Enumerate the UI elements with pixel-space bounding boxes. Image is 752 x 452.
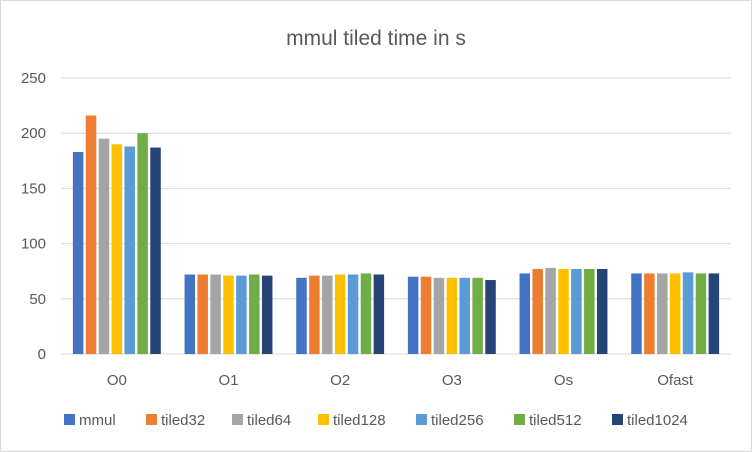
bar-tiled512-O0 [137, 133, 148, 354]
legend-swatch-tiled128 [318, 414, 329, 425]
bar-mmul-Os [519, 273, 531, 354]
bar-tiled1024-Os [596, 268, 608, 354]
legend-label-tiled256: tiled256 [431, 412, 484, 429]
legend-label-tiled512: tiled512 [529, 412, 582, 429]
bar-tiled1024-O0 [150, 147, 161, 354]
x-tick-label-O0: O0 [107, 372, 127, 389]
bar-tiled32-Os [532, 268, 543, 354]
legend-swatch-tiled256 [416, 414, 427, 425]
y-axis-ticks: 0 50 100 150 200 250 [21, 70, 46, 363]
bar-tiled512-O2 [360, 273, 372, 354]
bar-tiled128-Os [558, 268, 569, 354]
x-tick-label-Os: Os [554, 372, 573, 389]
bar-tiled256-O3 [459, 277, 470, 354]
legend-label-tiled32: tiled32 [161, 412, 205, 429]
bar-tiled256-O1 [236, 275, 247, 354]
bar-tiled64-O0 [98, 138, 110, 354]
bar-mmul-O1 [184, 274, 196, 354]
bar-tiled512-O1 [249, 274, 260, 354]
bar-tiled64-O2 [322, 275, 333, 354]
bar-tiled512-Ofast [695, 273, 707, 354]
bar-tiled32-O0 [85, 115, 97, 354]
legend-swatch-tiled1024 [612, 414, 623, 425]
bar-tiled32-Ofast [644, 273, 655, 354]
bar-tiled256-O2 [347, 274, 359, 354]
bar-tiled32-O1 [197, 274, 208, 354]
x-tick-label-O1: O1 [218, 372, 238, 389]
y-tick-label: 200 [21, 125, 46, 142]
bar-tiled64-O3 [433, 277, 445, 354]
bar-tiled512-Os [584, 268, 595, 354]
bar-tiled1024-Ofast [708, 273, 720, 354]
bar-mmul-Ofast [631, 273, 642, 354]
legend-label-mmul: mmul [79, 412, 116, 429]
bar-tiled256-Os [571, 268, 582, 354]
bar-tiled128-O0 [111, 144, 123, 354]
bar-tiled64-O1 [210, 274, 221, 354]
bar-tiled128-O2 [334, 274, 346, 354]
legend-swatch-tiled32 [146, 414, 157, 425]
x-tick-label-O2: O2 [330, 372, 350, 389]
bar-mmul-O3 [407, 276, 419, 354]
bar-tiled128-O1 [223, 275, 234, 354]
y-tick-label: 50 [29, 291, 46, 308]
legend: mmul tiled32 tiled64 tiled128 tiled256 tiled5… [64, 412, 688, 429]
x-tick-label-O3: O3 [442, 372, 462, 389]
bar-tiled32-O2 [309, 275, 320, 354]
legend-swatch-mmul [64, 414, 75, 425]
bar-tiled64-Os [545, 267, 556, 354]
y-tick-label: 100 [21, 236, 46, 253]
legend-swatch-tiled64 [232, 414, 243, 425]
bars [72, 115, 720, 354]
legend-label-tiled64: tiled64 [247, 412, 291, 429]
gridlines [61, 77, 731, 355]
bar-tiled256-O0 [124, 146, 135, 354]
bar-tiled1024-O1 [261, 275, 273, 354]
legend-swatch-tiled512 [514, 414, 525, 425]
chart-title: mmul tiled time in s [286, 27, 466, 50]
bar-tiled256-Ofast [682, 272, 694, 354]
bar-tiled1024-O2 [373, 274, 385, 354]
y-tick-label: 0 [38, 346, 46, 363]
legend-label-tiled128: tiled128 [333, 412, 386, 429]
y-tick-label: 250 [21, 70, 46, 87]
bar-tiled32-O3 [420, 276, 432, 354]
legend-label-tiled1024: tiled1024 [627, 412, 688, 429]
bar-tiled128-Ofast [669, 273, 681, 354]
bar-tiled512-O3 [472, 277, 483, 354]
bar-tiled1024-O3 [485, 280, 496, 354]
bar-mmul-O2 [296, 277, 307, 354]
bar-tiled128-O3 [446, 277, 458, 354]
bar-mmul-O0 [72, 151, 84, 354]
bar-tiled64-Ofast [657, 273, 668, 354]
y-tick-label: 150 [21, 180, 46, 197]
x-axis-ticks: O0 O1 O2 O3 Os Ofast [107, 372, 694, 389]
x-tick-label-Ofast: Ofast [657, 372, 694, 389]
